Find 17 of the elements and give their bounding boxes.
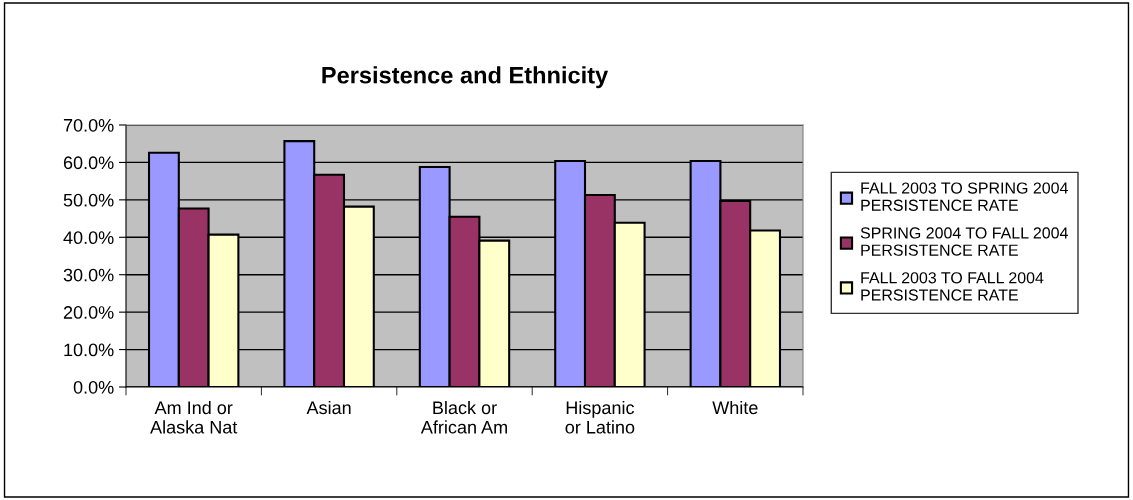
y-tick-label: 0.0%	[73, 380, 114, 394]
y-tick-label: 30.0%	[63, 268, 114, 282]
y-tick-label: 50.0%	[63, 193, 114, 207]
legend-label: FALL 2003 TO SPRING 2004 PERSISTENCE RATE	[861, 182, 1068, 211]
y-tick-label: 40.0%	[63, 231, 114, 245]
legend-label: SPRING 2004 TO FALL 2004 PERSISTENCE RATE	[860, 227, 1068, 256]
x-tick-label: Black or African Am	[420, 400, 507, 434]
y-tick-label: 60.0%	[63, 156, 114, 170]
x-tick-label: White	[712, 400, 758, 415]
y-tick-label: 10.0%	[64, 343, 114, 357]
legend-label: FALL 2003 TO FALL 2004 PERSISTENCE RATE	[861, 272, 1044, 301]
y-tick-label: 70.0%	[63, 118, 114, 132]
x-tick-label: Hispanic or Latino	[565, 400, 635, 434]
x-tick-label: Am Ind or Alaska Nat	[150, 400, 238, 434]
chart-title: Persistence and Ethnicity	[322, 66, 609, 89]
y-tick-label: 20.0%	[63, 306, 114, 319]
x-tick-label: Asian	[306, 400, 351, 415]
